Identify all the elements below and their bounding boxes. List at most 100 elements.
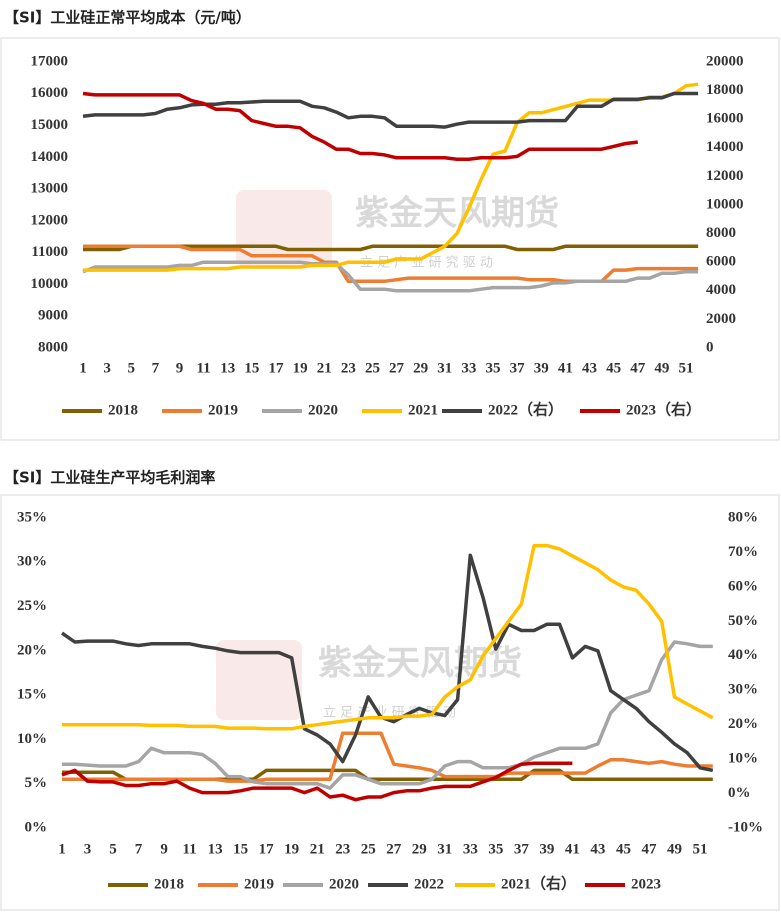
y2-tick-label: 16000 — [706, 111, 744, 127]
y-tick-label: 16000 — [31, 85, 69, 101]
x-tick-label: 21 — [310, 841, 325, 857]
x-tick-label: 31 — [437, 360, 452, 376]
x-tick-label: 33 — [461, 360, 476, 376]
y2-tick-label: 0% — [728, 785, 751, 801]
chart-title: 【SI】工业硅生产平均毛利润率 — [4, 469, 215, 487]
x-tick-label: 37 — [510, 360, 526, 376]
series-line — [61, 761, 573, 802]
y2-tick-label: 30% — [728, 682, 758, 698]
y-tick-label: 12000 — [31, 212, 69, 228]
legend-label: 2018 — [154, 876, 184, 892]
y-tick-label: 8000 — [38, 339, 68, 355]
y2-tick-label: 50% — [728, 613, 758, 629]
x-tick-label: 29 — [412, 841, 427, 857]
x-tick-label: 39 — [539, 841, 554, 857]
y2-tick-label: 70% — [728, 544, 758, 560]
x-tick-label: 15 — [233, 841, 248, 857]
x-tick-label: 45 — [616, 841, 631, 857]
series-line — [83, 82, 699, 272]
x-tick-label: 17 — [259, 841, 275, 857]
x-tick-label: 11 — [183, 841, 197, 857]
x-tick-label: 23 — [335, 841, 350, 857]
x-tick-label: 49 — [667, 841, 682, 857]
series-line — [82, 91, 639, 161]
x-tick-label: 13 — [208, 841, 223, 857]
y-tick-label: 5% — [25, 775, 48, 791]
x-tick-label: 49 — [654, 360, 669, 376]
y2-tick-label: 2000 — [706, 311, 736, 327]
legend-label: 2022 — [414, 876, 444, 892]
y-tick-label: 17000 — [31, 53, 69, 69]
x-tick-label: 7 — [135, 841, 143, 857]
x-tick-label: 3 — [103, 360, 111, 376]
legend-label: 2023（右） — [626, 400, 701, 418]
y2-tick-label: 8000 — [706, 225, 736, 241]
y2-tick-label: 20% — [728, 716, 758, 732]
legend-label: 2020 — [329, 876, 359, 892]
x-tick-label: 39 — [534, 360, 549, 376]
series-line — [82, 91, 699, 129]
x-tick-label: 3 — [84, 841, 92, 857]
x-tick-label: 51 — [693, 841, 708, 857]
x-tick-label: 17 — [268, 360, 284, 376]
y-tick-label: 30% — [17, 554, 47, 570]
y-tick-label: 11000 — [31, 244, 68, 260]
x-tick-label: 47 — [630, 360, 646, 376]
y2-tick-label: 0 — [706, 339, 714, 355]
y2-tick-label: 40% — [728, 647, 758, 663]
y-tick-label: 15000 — [31, 117, 69, 133]
x-tick-label: 9 — [176, 360, 184, 376]
x-tick-label: 15 — [244, 360, 259, 376]
y-tick-label: 14000 — [31, 149, 69, 165]
y2-tick-label: 4000 — [706, 282, 736, 298]
x-tick-label: 7 — [152, 360, 160, 376]
x-tick-label: 43 — [590, 841, 605, 857]
chart-frame — [0, 37, 780, 441]
x-tick-label: 41 — [558, 360, 573, 376]
legend-label: 2018 — [108, 402, 138, 418]
x-tick-label: 23 — [341, 360, 356, 376]
legend-label: 2021（右） — [501, 874, 576, 892]
x-tick-label: 1 — [79, 360, 87, 376]
x-tick-label: 19 — [293, 360, 308, 376]
y2-tick-label: 12000 — [706, 168, 744, 184]
watermark: 紫金天风期货 — [318, 644, 522, 684]
x-tick-label: 9 — [160, 841, 168, 857]
y-tick-label: 13000 — [31, 181, 69, 197]
y-tick-label: 9000 — [38, 308, 68, 324]
x-tick-label: 29 — [413, 360, 428, 376]
watermark: 紫金天风期货 — [355, 194, 559, 234]
y2-tick-label: 18000 — [706, 82, 744, 98]
legend-label: 2019 — [208, 402, 238, 418]
y2-tick-label: 14000 — [706, 139, 744, 155]
y-tick-label: 10% — [17, 731, 47, 747]
x-tick-label: 11 — [197, 360, 211, 376]
chart-title: 【SI】工业硅正常平均成本（元/吨） — [4, 9, 251, 27]
series-line — [62, 640, 713, 790]
x-tick-label: 5 — [127, 360, 135, 376]
x-tick-label: 1 — [58, 841, 66, 857]
y2-tick-label: 10% — [728, 751, 758, 767]
x-tick-label: 47 — [641, 841, 657, 857]
x-tick-label: 37 — [514, 841, 530, 857]
series-line — [82, 260, 699, 293]
x-tick-label: 27 — [389, 360, 405, 376]
y2-tick-label: 20000 — [706, 53, 744, 69]
legend-label: 2023 — [631, 876, 661, 892]
x-tick-label: 21 — [317, 360, 332, 376]
x-tick-label: 27 — [386, 841, 402, 857]
watermark-logo — [216, 640, 302, 720]
y2-tick-label: 80% — [728, 509, 758, 525]
y2-tick-label: 6000 — [706, 254, 736, 270]
y-tick-label: 10000 — [31, 276, 69, 292]
x-tick-label: 31 — [437, 841, 452, 857]
y2-tick-label: 60% — [728, 578, 758, 594]
y-tick-label: 25% — [17, 598, 47, 614]
x-tick-label: 41 — [565, 841, 580, 857]
y2-tick-label: 10000 — [706, 196, 744, 212]
legend-label: 2022（右） — [488, 400, 563, 418]
y-tick-label: 15% — [17, 687, 47, 703]
x-tick-label: 13 — [220, 360, 235, 376]
x-tick-label: 5 — [109, 841, 117, 857]
